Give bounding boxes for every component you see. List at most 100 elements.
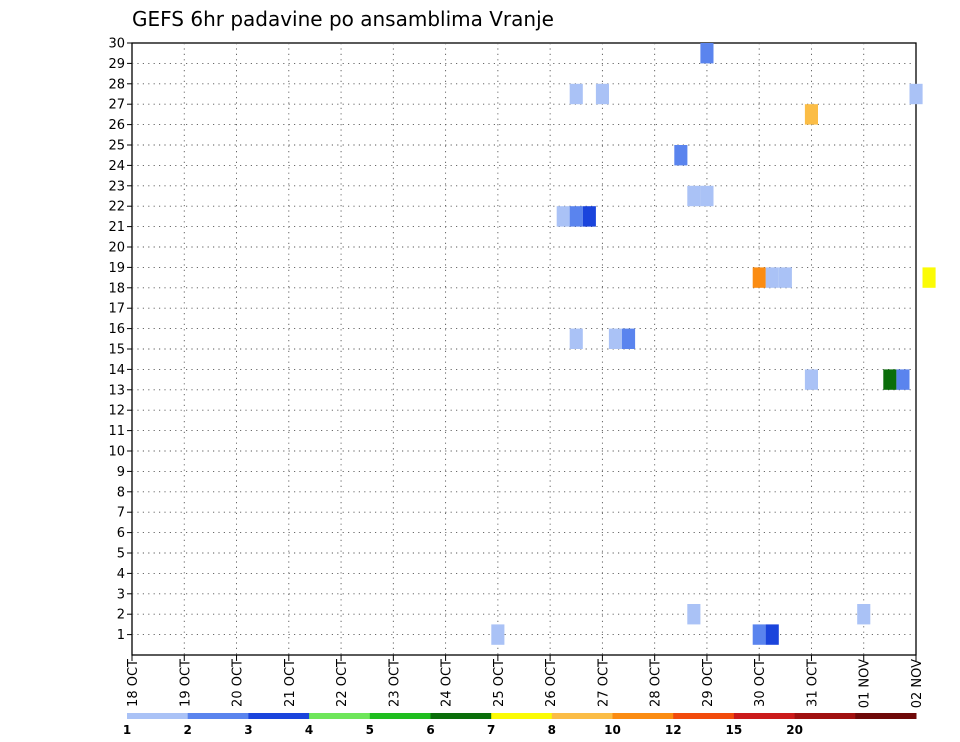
x-tick-label: 23 OCT: [387, 659, 402, 707]
y-tick-label: 7: [117, 506, 125, 521]
data-cell: [765, 267, 779, 288]
colorbar-label: 12: [665, 723, 682, 737]
y-tick-label: 12: [108, 404, 125, 419]
colorbar-label: 20: [786, 723, 803, 737]
data-cell: [569, 83, 583, 105]
data-cell: [595, 83, 609, 105]
y-tick-label: 14: [108, 363, 125, 378]
colorbar-label: 6: [426, 723, 434, 737]
x-tick-label: 31 OCT: [806, 659, 821, 707]
x-tick-label: 22 OCT: [335, 659, 350, 707]
plot-area: [131, 42, 917, 656]
y-tick-label: 1: [117, 628, 125, 643]
y-tick-label: 27: [108, 98, 125, 113]
y-tick-label: 3: [117, 587, 125, 602]
y-tick-label: 8: [117, 485, 125, 500]
colorbar-label: 3: [244, 723, 252, 737]
data-cell: [804, 369, 818, 390]
colorbar-label: 4: [305, 723, 313, 737]
y-tick-label: 10: [108, 445, 125, 460]
colorbar-segment: [733, 713, 796, 719]
y-tick-label: 15: [108, 343, 125, 358]
y-axis: 1234567891011121314151617181920212223242…: [108, 37, 132, 643]
data-cell: [622, 328, 636, 349]
y-tick-label: 24: [108, 159, 125, 174]
colorbar-segment: [794, 713, 856, 719]
data-cell: [582, 206, 596, 227]
data-cell: [491, 624, 505, 645]
colorbar-segment: [673, 713, 735, 719]
data-cell: [922, 267, 936, 288]
data-cell: [752, 267, 766, 288]
y-tick-label: 22: [108, 200, 125, 215]
x-tick-label: 30 OCT: [753, 659, 768, 707]
data-cells: [491, 43, 936, 645]
x-tick-label: 19 OCT: [178, 659, 193, 707]
x-tick-label: 28 OCT: [649, 659, 664, 707]
data-cell: [752, 624, 766, 645]
grid-lines: [132, 43, 916, 655]
x-tick-label: 26 OCT: [544, 659, 559, 707]
data-cell: [569, 328, 583, 349]
x-tick-label: 20 OCT: [231, 659, 246, 707]
y-tick-label: 6: [117, 526, 125, 541]
data-cell: [765, 624, 779, 645]
data-cell: [569, 206, 583, 227]
data-cell: [909, 83, 923, 105]
colorbar-segment: [248, 713, 310, 719]
x-tick-label: 25 OCT: [492, 659, 507, 707]
colorbar-label: 7: [487, 723, 495, 737]
colorbar-segment: [187, 713, 249, 719]
y-tick-label: 4: [117, 567, 125, 582]
y-tick-label: 26: [108, 118, 125, 133]
x-tick-label: 29 OCT: [701, 659, 716, 707]
colorbar-label: 2: [184, 723, 192, 737]
y-tick-label: 20: [108, 241, 125, 256]
y-tick-label: 25: [108, 139, 125, 154]
y-tick-label: 13: [108, 383, 125, 398]
y-tick-label: 9: [117, 465, 125, 480]
y-tick-label: 28: [108, 77, 125, 92]
colorbar-label: 5: [366, 723, 374, 737]
x-tick-label: 21 OCT: [283, 659, 298, 707]
y-tick-label: 23: [108, 179, 125, 194]
data-cell: [778, 267, 792, 288]
colorbar-segment: [127, 713, 189, 719]
colorbar-segment: [855, 713, 917, 719]
data-cell: [883, 369, 897, 390]
x-tick-label: 01 NOV: [858, 659, 873, 708]
data-cell: [608, 328, 622, 349]
y-tick-label: 2: [117, 608, 125, 623]
colorbar-label: 8: [548, 723, 556, 737]
colorbar-segment: [612, 713, 674, 719]
chart-title: GEFS 6hr padavine po ansamblima Vranje: [132, 7, 554, 31]
data-cell: [700, 43, 714, 64]
y-tick-label: 18: [108, 281, 125, 296]
colorbar-segment: [551, 713, 613, 719]
x-tick-label: 02 NOV: [910, 659, 925, 708]
x-tick-label: 24 OCT: [440, 659, 455, 707]
y-tick-label: 29: [108, 57, 125, 72]
colorbar-label: 10: [604, 723, 621, 737]
y-tick-label: 11: [108, 424, 125, 439]
data-cell: [804, 104, 818, 125]
y-tick-label: 21: [108, 220, 125, 235]
colorbar: 1 2 3 4 5 6 7 8 10 12 15 20: [123, 713, 917, 737]
y-tick-label: 5: [117, 547, 125, 562]
y-tick-label: 16: [108, 322, 125, 337]
data-cell: [687, 604, 701, 625]
colorbar-label: 1: [123, 723, 131, 737]
x-tick-label: 27 OCT: [596, 659, 611, 707]
data-cell: [700, 185, 714, 207]
data-cell: [896, 369, 910, 390]
y-tick-label: 17: [108, 302, 125, 317]
colorbar-segment: [369, 713, 431, 719]
colorbar-segment: [430, 713, 492, 719]
y-tick-label: 19: [108, 261, 125, 276]
data-cell: [674, 145, 688, 166]
x-axis: 18 OCT 19 OCT 20 OCT 21 OCT 22 OCT 23 OCT 24 O…: [126, 655, 925, 708]
data-cell: [556, 206, 570, 227]
colorbar-segment: [491, 713, 553, 719]
data-cell: [857, 604, 871, 625]
